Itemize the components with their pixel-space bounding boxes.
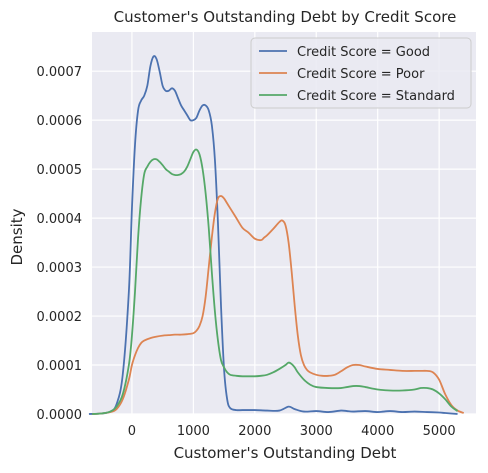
x-axis-label: Customer's Outstanding Debt [174,444,397,462]
x-tick-label: 4000 [361,424,394,439]
y-tick-label: 0.0004 [37,212,83,227]
chart-title: Customer's Outstanding Debt by Credit Sc… [114,8,457,26]
x-tick-label: 2000 [238,424,271,439]
y-tick-label: 0.0002 [37,310,83,325]
x-tick-label: 1000 [177,424,210,439]
series-line-1 [91,195,465,415]
y-tick-label: 0.0003 [37,261,83,276]
x-tick-label: 0 [128,424,136,439]
x-tick-label: 3000 [300,424,333,439]
y-axis-label: Density [8,208,26,265]
y-tick-label: 0.0000 [37,408,83,423]
y-axis-ticks: 0.0000 0.0001 0.0002 0.0003 0.0004 0.0005 0.00… [37,65,83,423]
legend-box [250,37,472,109]
legend: Credit Score = Good Credit Score = Poor Cr… [250,37,472,109]
y-tick-label: 0.0006 [37,114,83,129]
series-line-0 [88,55,458,415]
series-layer [88,55,465,415]
y-tick-label: 0.0001 [37,359,83,374]
y-tick-label: 0.0005 [37,163,83,178]
x-tick-label: 5000 [423,424,456,439]
x-axis-ticks: 0 1000 2000 3000 4000 5000 [128,424,456,439]
y-tick-label: 0.0007 [37,65,83,80]
series-line-2 [91,148,459,415]
legend-label: Credit Score = Good [297,45,430,60]
legend-label: Credit Score = Poor [297,67,425,82]
legend-label: Credit Score = Standard [297,89,455,104]
